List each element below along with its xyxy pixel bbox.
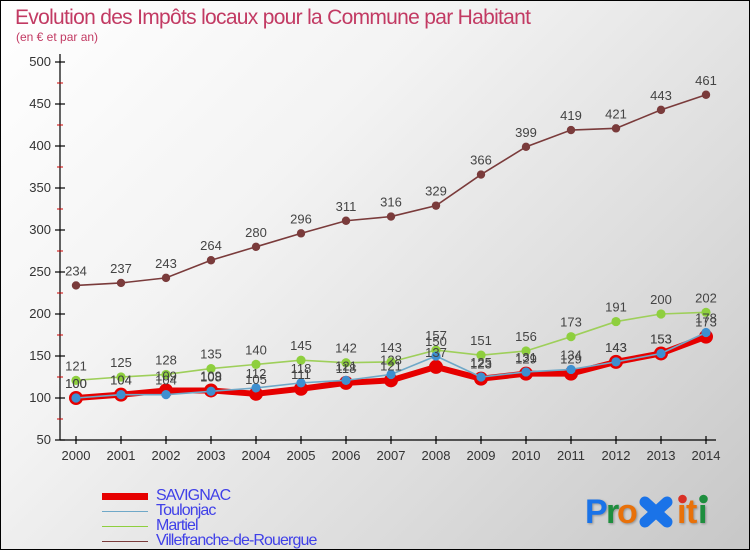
svg-text:123: 123 bbox=[470, 357, 492, 372]
svg-text:2000: 2000 bbox=[62, 448, 91, 463]
svg-text:316: 316 bbox=[380, 195, 402, 210]
svg-text:2009: 2009 bbox=[467, 448, 496, 463]
svg-text:202: 202 bbox=[695, 290, 717, 305]
svg-text:140: 140 bbox=[245, 342, 267, 357]
svg-text:2001: 2001 bbox=[107, 448, 136, 463]
svg-text:109: 109 bbox=[200, 368, 222, 383]
svg-text:2003: 2003 bbox=[197, 448, 226, 463]
svg-text:329: 329 bbox=[425, 184, 447, 199]
svg-text:156: 156 bbox=[515, 329, 537, 344]
svg-text:250: 250 bbox=[29, 264, 51, 279]
svg-text:400: 400 bbox=[29, 138, 51, 153]
svg-text:125: 125 bbox=[110, 355, 132, 370]
svg-text:280: 280 bbox=[245, 225, 267, 240]
svg-text:243: 243 bbox=[155, 256, 177, 271]
svg-text:366: 366 bbox=[470, 153, 492, 168]
svg-text:500: 500 bbox=[29, 54, 51, 69]
svg-text:461: 461 bbox=[695, 73, 717, 88]
svg-text:P: P bbox=[585, 493, 608, 531]
svg-text:143: 143 bbox=[605, 340, 627, 355]
svg-text:2002: 2002 bbox=[152, 448, 181, 463]
svg-text:2013: 2013 bbox=[647, 448, 676, 463]
svg-text:151: 151 bbox=[470, 333, 492, 348]
svg-text:129: 129 bbox=[560, 352, 582, 367]
svg-text:137: 137 bbox=[425, 345, 447, 360]
svg-text:121: 121 bbox=[65, 358, 87, 373]
svg-text:145: 145 bbox=[290, 338, 312, 353]
svg-text:200: 200 bbox=[29, 306, 51, 321]
svg-text:296: 296 bbox=[290, 211, 312, 226]
svg-text:264: 264 bbox=[200, 238, 222, 253]
svg-text:421: 421 bbox=[605, 106, 627, 121]
svg-text:2005: 2005 bbox=[287, 448, 316, 463]
svg-text:419: 419 bbox=[560, 108, 582, 123]
svg-text:2004: 2004 bbox=[242, 448, 271, 463]
svg-text:111: 111 bbox=[291, 367, 311, 382]
svg-text:o: o bbox=[617, 493, 638, 531]
svg-text:2010: 2010 bbox=[512, 448, 541, 463]
svg-text:350: 350 bbox=[29, 180, 51, 195]
svg-text:t: t bbox=[686, 493, 697, 531]
svg-text:129: 129 bbox=[515, 352, 537, 367]
svg-text:2014: 2014 bbox=[692, 448, 721, 463]
svg-text:311: 311 bbox=[336, 199, 357, 214]
svg-text:200: 200 bbox=[650, 292, 672, 307]
svg-text:142: 142 bbox=[335, 341, 357, 356]
svg-text:234: 234 bbox=[65, 263, 87, 278]
svg-text:173: 173 bbox=[560, 315, 582, 330]
svg-text:2011: 2011 bbox=[557, 448, 585, 463]
svg-text:150: 150 bbox=[29, 348, 51, 363]
svg-text:2007: 2007 bbox=[377, 448, 406, 463]
svg-text:121: 121 bbox=[380, 358, 402, 373]
svg-text:2012: 2012 bbox=[602, 448, 631, 463]
svg-text:105: 105 bbox=[245, 372, 267, 387]
svg-text:2008: 2008 bbox=[422, 448, 451, 463]
svg-text:2006: 2006 bbox=[332, 448, 361, 463]
svg-text:399: 399 bbox=[515, 125, 537, 140]
svg-text:300: 300 bbox=[29, 222, 51, 237]
svg-text:153: 153 bbox=[650, 331, 672, 346]
svg-text:50: 50 bbox=[37, 432, 51, 447]
svg-text:443: 443 bbox=[650, 88, 672, 103]
svg-text:237: 237 bbox=[110, 261, 132, 276]
svg-text:100: 100 bbox=[65, 376, 87, 391]
svg-text:135: 135 bbox=[200, 347, 222, 362]
svg-text:191: 191 bbox=[605, 300, 627, 315]
svg-text:128: 128 bbox=[155, 352, 177, 367]
svg-text:109: 109 bbox=[155, 368, 177, 383]
svg-text:100: 100 bbox=[29, 390, 51, 405]
svg-text:450: 450 bbox=[29, 96, 51, 111]
svg-text:104: 104 bbox=[110, 373, 132, 388]
svg-text:173: 173 bbox=[695, 315, 717, 330]
svg-text:118: 118 bbox=[336, 361, 357, 376]
